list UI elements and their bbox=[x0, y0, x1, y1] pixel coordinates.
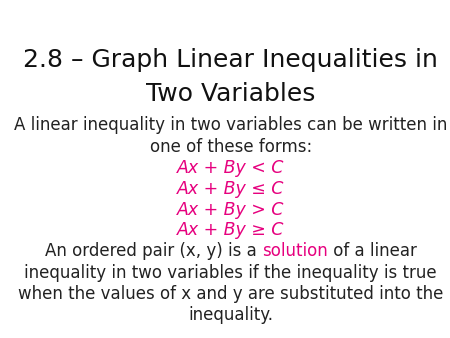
Text: inequality.: inequality. bbox=[188, 306, 273, 324]
Text: of a linear: of a linear bbox=[328, 242, 416, 260]
Text: Ax + By > C: Ax + By > C bbox=[177, 201, 284, 219]
Text: when the values of x and y are substituted into the: when the values of x and y are substitut… bbox=[18, 285, 443, 303]
Text: Two Variables: Two Variables bbox=[146, 82, 315, 106]
Text: A linear inequality in two variables can be written in: A linear inequality in two variables can… bbox=[14, 116, 447, 134]
Text: solution: solution bbox=[262, 242, 328, 260]
Text: Ax + By < C: Ax + By < C bbox=[177, 159, 284, 177]
Text: 2.8 – Graph Linear Inequalities in: 2.8 – Graph Linear Inequalities in bbox=[23, 48, 438, 72]
Text: Ax + By ≤ C: Ax + By ≤ C bbox=[177, 180, 284, 198]
Text: An ordered pair (x, y) is a: An ordered pair (x, y) is a bbox=[45, 242, 262, 260]
Text: one of these forms:: one of these forms: bbox=[149, 138, 312, 156]
Text: Ax + By ≥ C: Ax + By ≥ C bbox=[177, 221, 284, 239]
Text: inequality in two variables if the inequality is true: inequality in two variables if the inequ… bbox=[24, 264, 437, 282]
